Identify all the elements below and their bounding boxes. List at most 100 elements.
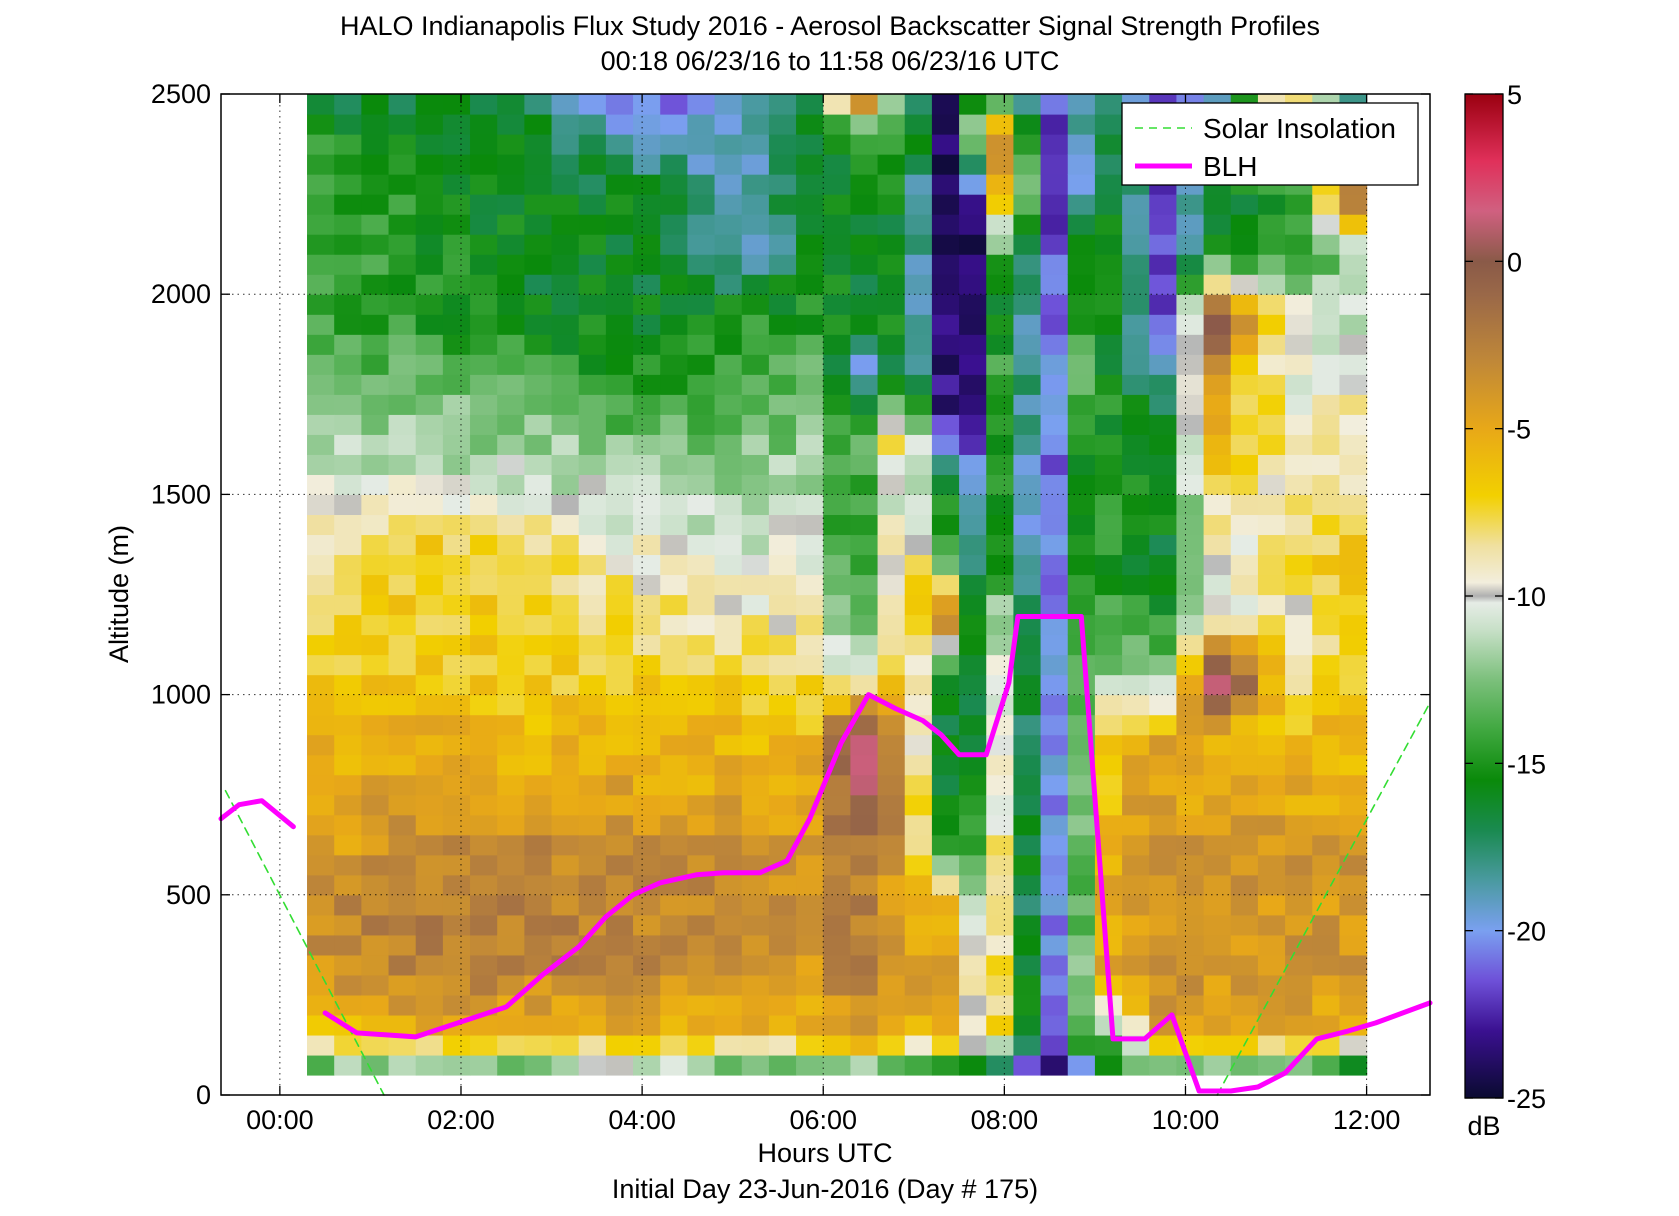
heatmap-cell bbox=[334, 274, 362, 295]
heatmap-cell bbox=[524, 714, 553, 736]
heatmap-cell bbox=[904, 954, 933, 976]
heatmap-cell bbox=[687, 154, 716, 175]
heatmap-cell bbox=[578, 534, 607, 556]
heatmap-cell bbox=[334, 914, 362, 936]
heatmap-cell bbox=[470, 914, 498, 936]
heatmap-cell bbox=[796, 634, 824, 656]
heatmap-cell bbox=[1040, 894, 1069, 916]
heatmap-cell bbox=[877, 594, 906, 616]
heatmap-cell bbox=[578, 454, 607, 475]
heatmap-cell bbox=[1067, 574, 1096, 596]
legend: Solar Insolation BLH bbox=[1121, 102, 1419, 186]
heatmap-cell bbox=[497, 954, 525, 976]
heatmap-cell bbox=[1203, 654, 1232, 676]
heatmap-cell bbox=[605, 1034, 634, 1056]
heatmap-cell bbox=[741, 634, 770, 656]
heatmap-cell bbox=[388, 194, 417, 215]
heatmap-cell bbox=[1257, 354, 1286, 375]
heatmap-cell bbox=[551, 674, 580, 696]
heatmap-cell bbox=[1285, 714, 1313, 736]
heatmap-cell bbox=[361, 274, 390, 295]
heatmap-cell bbox=[1040, 454, 1069, 475]
heatmap-cell bbox=[334, 534, 362, 556]
heatmap-cell bbox=[714, 974, 743, 996]
heatmap-cell bbox=[931, 414, 960, 435]
heatmap-cell bbox=[605, 94, 634, 115]
heatmap-cell bbox=[1203, 974, 1232, 996]
heatmap-cell bbox=[497, 854, 525, 876]
heatmap-cell bbox=[307, 794, 335, 816]
heatmap-cell bbox=[1312, 894, 1341, 916]
heatmap-cell bbox=[1285, 294, 1313, 315]
heatmap-cell bbox=[796, 474, 824, 495]
heatmap-cell bbox=[1094, 234, 1123, 255]
heatmap-cell bbox=[931, 854, 960, 876]
heatmap-cell bbox=[1013, 674, 1042, 696]
heatmap-cell bbox=[578, 114, 607, 135]
heatmap-cell bbox=[334, 574, 362, 596]
heatmap-cell bbox=[1122, 634, 1150, 656]
heatmap-cell bbox=[768, 774, 797, 796]
heatmap-cell bbox=[551, 774, 580, 796]
heatmap-cell bbox=[524, 514, 553, 536]
heatmap-cell bbox=[307, 434, 335, 455]
heatmap-cell bbox=[334, 654, 362, 676]
heatmap-cell bbox=[388, 354, 417, 375]
heatmap-cell bbox=[741, 774, 770, 796]
heatmap-cell bbox=[823, 594, 852, 616]
heatmap-cell bbox=[1230, 974, 1259, 996]
heatmap-cell bbox=[1013, 874, 1042, 896]
heatmap-cell bbox=[1176, 914, 1205, 936]
heatmap-cell bbox=[986, 1054, 1015, 1076]
heatmap-cell bbox=[578, 894, 607, 916]
heatmap-cell bbox=[904, 834, 933, 856]
heatmap-cell bbox=[307, 234, 335, 255]
heatmap-cell bbox=[1285, 494, 1313, 516]
heatmap-cell bbox=[1312, 494, 1341, 516]
heatmap-cell bbox=[796, 714, 824, 736]
heatmap-cell bbox=[1149, 434, 1178, 455]
heatmap-cell bbox=[741, 674, 770, 696]
heatmap-cell bbox=[931, 154, 960, 175]
heatmap-cell bbox=[1094, 374, 1123, 395]
heatmap-cell bbox=[1257, 934, 1286, 956]
heatmap-cell bbox=[1040, 734, 1069, 756]
heatmap-cell bbox=[1094, 1054, 1123, 1076]
heatmap-cell bbox=[660, 654, 688, 676]
heatmap-cell bbox=[714, 894, 743, 916]
heatmap-cell bbox=[768, 294, 797, 315]
heatmap-cell bbox=[796, 974, 824, 996]
heatmap-cell bbox=[796, 574, 824, 596]
heatmap-cell bbox=[1203, 674, 1232, 696]
heatmap-cell bbox=[1312, 314, 1341, 335]
heatmap-cell bbox=[1122, 574, 1150, 596]
heatmap-cell bbox=[959, 854, 987, 876]
heatmap-cell bbox=[551, 474, 580, 495]
heatmap-cell bbox=[796, 194, 824, 215]
heatmap-cell bbox=[1149, 774, 1178, 796]
heatmap-cell bbox=[741, 794, 770, 816]
heatmap-cell bbox=[1122, 434, 1150, 455]
heatmap-cell bbox=[1040, 154, 1069, 175]
heatmap-cell bbox=[850, 374, 879, 395]
heatmap-cell bbox=[633, 254, 661, 275]
heatmap-cell bbox=[714, 714, 743, 736]
heatmap-cell bbox=[1312, 834, 1341, 856]
heatmap-cell bbox=[1040, 874, 1069, 896]
heatmap-cell bbox=[1257, 334, 1286, 355]
heatmap-cell bbox=[741, 214, 770, 235]
heatmap-cell bbox=[605, 354, 634, 375]
heatmap-cell bbox=[714, 994, 743, 1016]
heatmap-cell bbox=[605, 474, 634, 495]
heatmap-cell bbox=[524, 594, 553, 616]
heatmap-cell bbox=[1040, 214, 1069, 235]
heatmap-cell bbox=[361, 654, 390, 676]
heatmap-cell bbox=[415, 434, 444, 455]
heatmap-cell bbox=[823, 634, 852, 656]
heatmap-cell bbox=[1013, 174, 1042, 195]
heatmap-cell bbox=[850, 814, 879, 836]
heatmap-cell bbox=[1122, 614, 1150, 636]
heatmap-cell bbox=[633, 414, 661, 435]
heatmap-cell bbox=[931, 294, 960, 315]
heatmap-cell bbox=[1013, 754, 1042, 776]
